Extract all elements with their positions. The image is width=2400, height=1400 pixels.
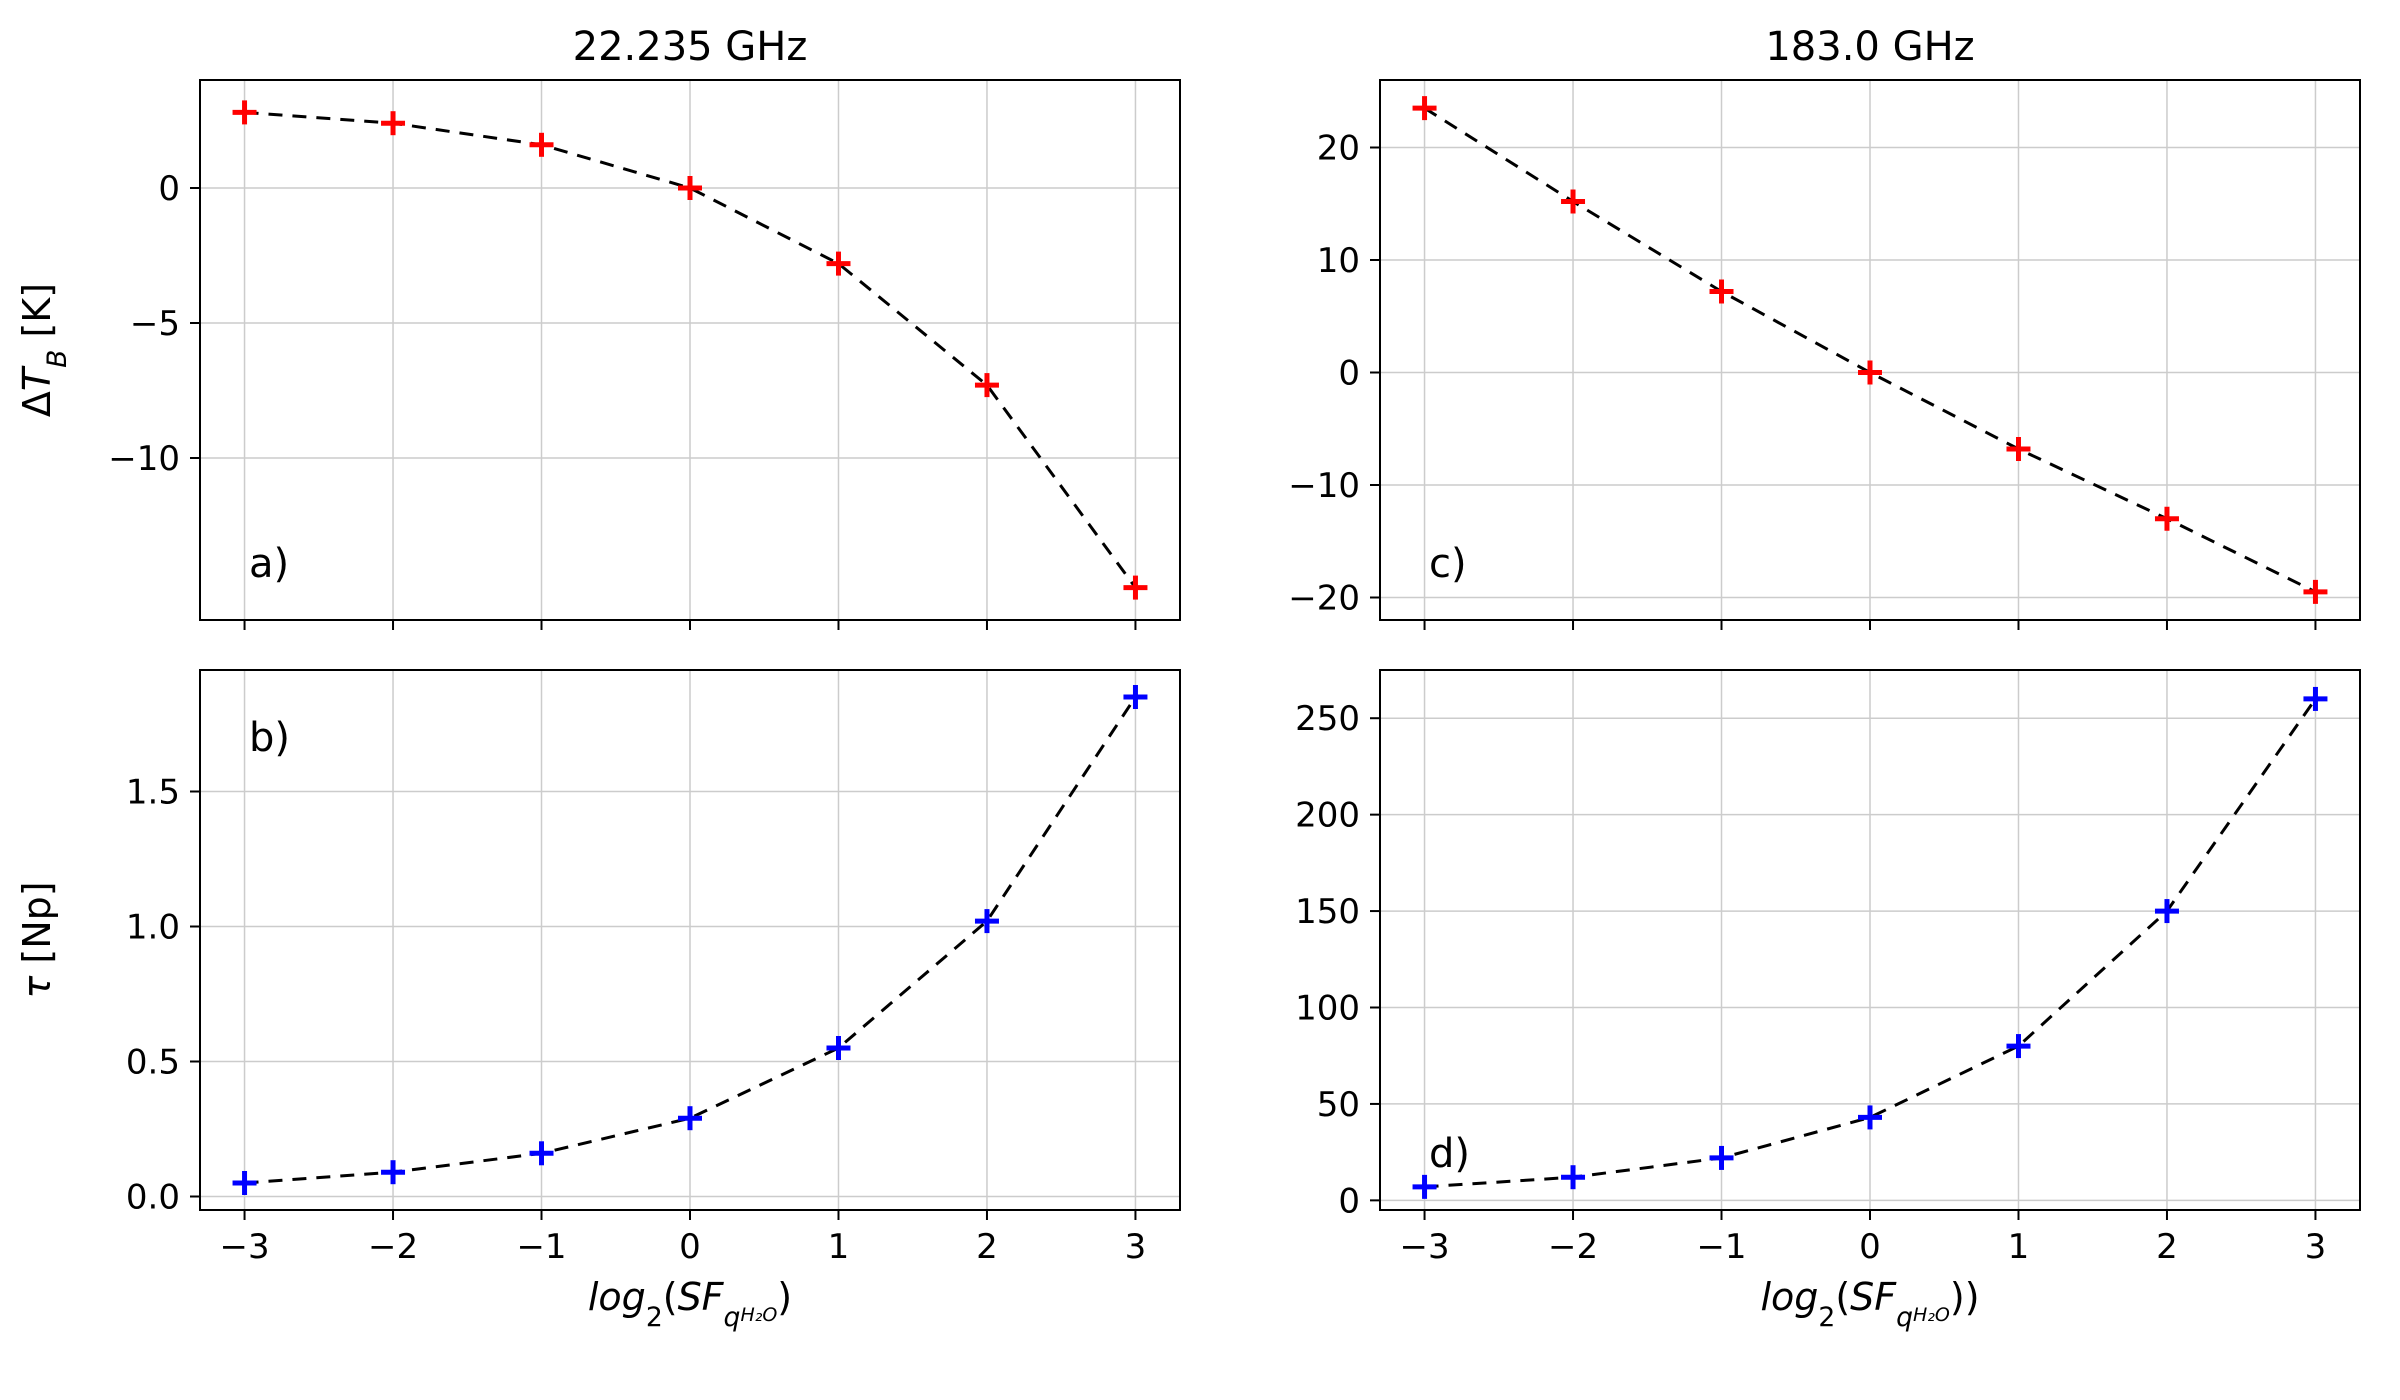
series-marker (2006, 437, 2030, 461)
ytick-label: 250 (1295, 699, 1360, 739)
ytick-label: −10 (108, 439, 180, 479)
ytick-label: 20 (1317, 128, 1360, 168)
series-marker (1710, 280, 1734, 304)
panel-c: −20 −10 0 10 20 c) (1288, 80, 2360, 630)
xtick-label: −1 (516, 1227, 566, 1267)
series-marker (381, 111, 405, 135)
ytick-label: −20 (1288, 578, 1360, 618)
ytick-label: −10 (1288, 466, 1360, 506)
xtick-label: 0 (679, 1227, 701, 1267)
ylabel-top: ΔTB [K] (15, 283, 73, 417)
xtick-label: 1 (828, 1227, 850, 1267)
xtick-label: 2 (2156, 1227, 2178, 1267)
panel-label-a: a) (249, 541, 289, 587)
xtick-label: −3 (1399, 1227, 1449, 1267)
column-title-0: 22.235 GHz (573, 24, 808, 70)
xtick-label: 0 (1859, 1227, 1881, 1267)
panel-d: −3 −2 −1 0 1 2 3 0 50 100 150 200 250 d) (1295, 670, 2360, 1267)
xlabel-right: log2(SFqH₂O)) (1760, 1275, 1979, 1333)
ytick-label: 50 (1317, 1085, 1360, 1125)
column-title-1: 183.0 GHz (1765, 24, 1974, 70)
panel-label-b: b) (249, 715, 290, 761)
ytick-label: 0 (1338, 1181, 1360, 1221)
ytick-label: 1.5 (126, 772, 180, 812)
series-marker (1413, 96, 1437, 120)
series-marker (1413, 1175, 1437, 1199)
series-marker (678, 176, 702, 200)
series-marker (1561, 190, 1585, 214)
xlabel-left: log2(SFqH₂O) (588, 1275, 792, 1333)
xtick-label: −2 (368, 1227, 418, 1267)
ytick-label: 0.5 (126, 1042, 180, 1082)
xtick-label: 1 (2008, 1227, 2030, 1267)
ytick-label: 0 (1338, 353, 1360, 393)
series-marker (2155, 507, 2179, 531)
xtick-label: 3 (1125, 1227, 1147, 1267)
series-marker (1710, 1146, 1734, 1170)
ytick-label: 1.0 (126, 907, 180, 947)
series-marker (1858, 1105, 1882, 1129)
series-marker (530, 1141, 554, 1165)
series-marker (530, 133, 554, 157)
panel-label-c: c) (1429, 541, 1467, 587)
series-marker (233, 1171, 257, 1195)
series-marker (233, 100, 257, 124)
series-marker (1858, 361, 1882, 385)
ytick-label: 150 (1295, 892, 1360, 932)
panel-b: −3 −2 −1 0 1 2 3 0.0 0.5 1.0 1.5 b) (126, 670, 1180, 1267)
xtick-label: 3 (2305, 1227, 2327, 1267)
xtick-label: −2 (1548, 1227, 1598, 1267)
figure: −10−50a)−3−2−101230.00.51.01.5b)−20−1001… (0, 0, 2400, 1400)
ytick-label: 10 (1317, 241, 1360, 281)
ytick-label: 0 (158, 169, 180, 209)
xtick-label: 2 (976, 1227, 998, 1267)
ytick-label: 0.0 (126, 1177, 180, 1217)
xtick-label: −3 (219, 1227, 269, 1267)
series-marker (2303, 687, 2327, 711)
series-marker (1123, 576, 1147, 600)
panel-label-d: d) (1429, 1131, 1470, 1177)
series-marker (1123, 685, 1147, 709)
series-marker (381, 1160, 405, 1184)
panel-a: −10 −5 0 a) (108, 80, 1180, 630)
ytick-label: 200 (1295, 796, 1360, 836)
xtick-label: −1 (1696, 1227, 1746, 1267)
ylabel-bottom: τ [Np] (15, 881, 59, 998)
series-marker (678, 1106, 702, 1130)
series-marker (1561, 1165, 1585, 1189)
series-marker (2303, 580, 2327, 604)
ytick-label: 100 (1295, 988, 1360, 1028)
ytick-label: −5 (130, 304, 180, 344)
